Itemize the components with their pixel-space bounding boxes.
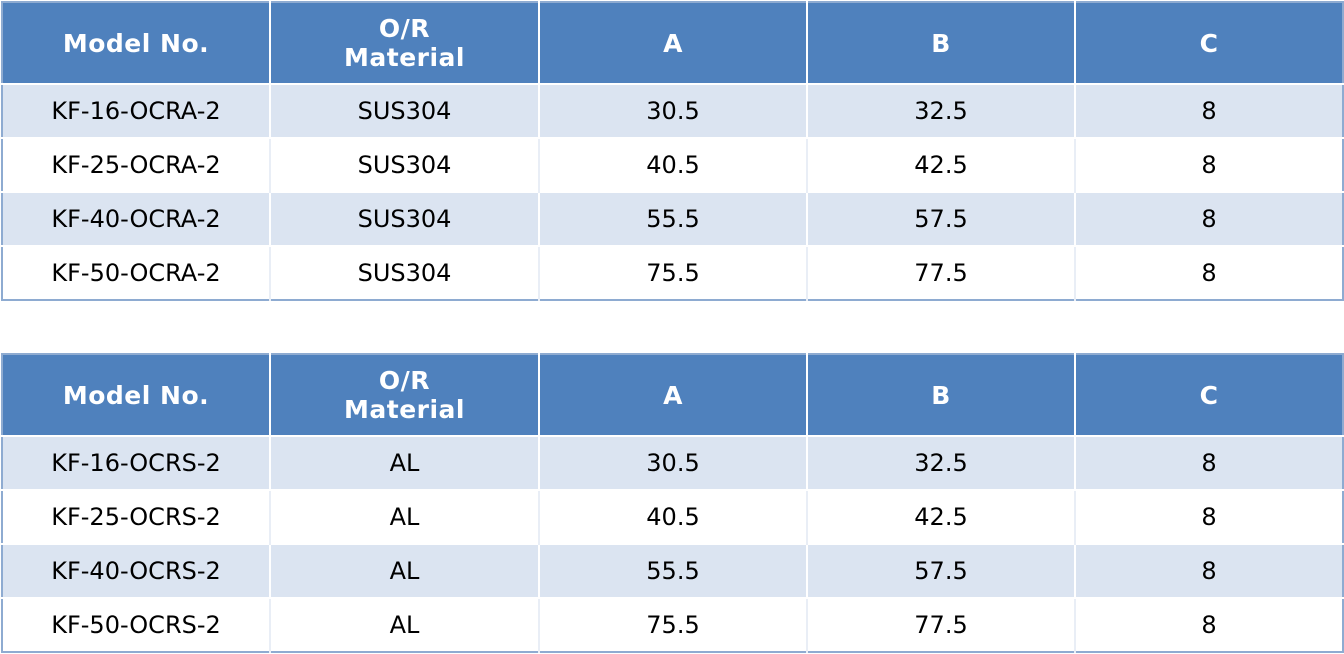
cell-b: 32.5 [806, 435, 1075, 490]
cell-a: 40.5 [538, 489, 807, 544]
table-header-row: Model No. O/R Material A B C [2, 354, 1343, 436]
cell-c: 8 [1074, 543, 1343, 598]
header-model-no: Model No. [2, 354, 270, 436]
cell-model: KF-50-OCRA-2 [2, 245, 270, 300]
cell-model: KF-16-OCRS-2 [2, 435, 270, 490]
table-row: KF-16-OCRS-2 AL 30.5 32.5 8 [2, 435, 1343, 490]
cell-b: 32.5 [806, 83, 1075, 138]
cell-material: SUS304 [269, 137, 539, 192]
cell-material: SUS304 [269, 83, 539, 138]
header-c: C [1074, 2, 1343, 84]
cell-material: AL [269, 435, 539, 490]
header-a: A [538, 2, 807, 84]
header-a: A [538, 354, 807, 436]
cell-c: 8 [1074, 435, 1343, 490]
cell-a: 55.5 [538, 191, 807, 246]
cell-model: KF-25-OCRA-2 [2, 137, 270, 192]
cell-material: SUS304 [269, 191, 539, 246]
table-row: KF-25-OCRA-2 SUS304 40.5 42.5 8 [2, 137, 1343, 192]
cell-material: AL [269, 543, 539, 598]
table-row: KF-16-OCRA-2 SUS304 30.5 32.5 8 [2, 83, 1343, 138]
header-b: B [806, 354, 1075, 436]
table-row: KF-50-OCRS-2 AL 75.5 77.5 8 [2, 597, 1343, 652]
header-material-line2: Material [344, 43, 465, 72]
cell-b: 42.5 [806, 489, 1075, 544]
cell-c: 8 [1074, 137, 1343, 192]
header-material: O/R Material [269, 2, 539, 84]
cell-b: 77.5 [806, 245, 1075, 300]
cell-b: 77.5 [806, 597, 1075, 652]
cell-model: KF-16-OCRA-2 [2, 83, 270, 138]
cell-a: 75.5 [538, 245, 807, 300]
cell-c: 8 [1074, 83, 1343, 138]
cell-c: 8 [1074, 489, 1343, 544]
cell-model: KF-50-OCRS-2 [2, 597, 270, 652]
spec-table-ocrs: Model No. O/R Material A B C KF-16-OCRS-… [1, 353, 1344, 653]
table-row: KF-40-OCRA-2 SUS304 55.5 57.5 8 [2, 191, 1343, 246]
cell-material: AL [269, 489, 539, 544]
cell-a: 30.5 [538, 83, 807, 138]
cell-c: 8 [1074, 191, 1343, 246]
table-row: KF-40-OCRS-2 AL 55.5 57.5 8 [2, 543, 1343, 598]
table-row: KF-25-OCRS-2 AL 40.5 42.5 8 [2, 489, 1343, 544]
spec-table-ocra: Model No. O/R Material A B C KF-16-OCRA-… [1, 1, 1344, 301]
cell-b: 57.5 [806, 191, 1075, 246]
cell-material: SUS304 [269, 245, 539, 300]
header-material-line2: Material [344, 395, 465, 424]
header-material-line1: O/R [378, 14, 431, 43]
cell-model: KF-40-OCRA-2 [2, 191, 270, 246]
table-header-row: Model No. O/R Material A B C [2, 2, 1343, 84]
cell-a: 55.5 [538, 543, 807, 598]
cell-a: 40.5 [538, 137, 807, 192]
cell-b: 42.5 [806, 137, 1075, 192]
header-c: C [1074, 354, 1343, 436]
table-row: KF-50-OCRA-2 SUS304 75.5 77.5 8 [2, 245, 1343, 300]
cell-model: KF-25-OCRS-2 [2, 489, 270, 544]
cell-c: 8 [1074, 597, 1343, 652]
header-model-no: Model No. [2, 2, 270, 84]
cell-material: AL [269, 597, 539, 652]
header-material-line1: O/R [378, 366, 431, 395]
cell-b: 57.5 [806, 543, 1075, 598]
cell-a: 75.5 [538, 597, 807, 652]
cell-model: KF-40-OCRS-2 [2, 543, 270, 598]
cell-a: 30.5 [538, 435, 807, 490]
header-material: O/R Material [269, 354, 539, 436]
header-b: B [806, 2, 1075, 84]
cell-c: 8 [1074, 245, 1343, 300]
